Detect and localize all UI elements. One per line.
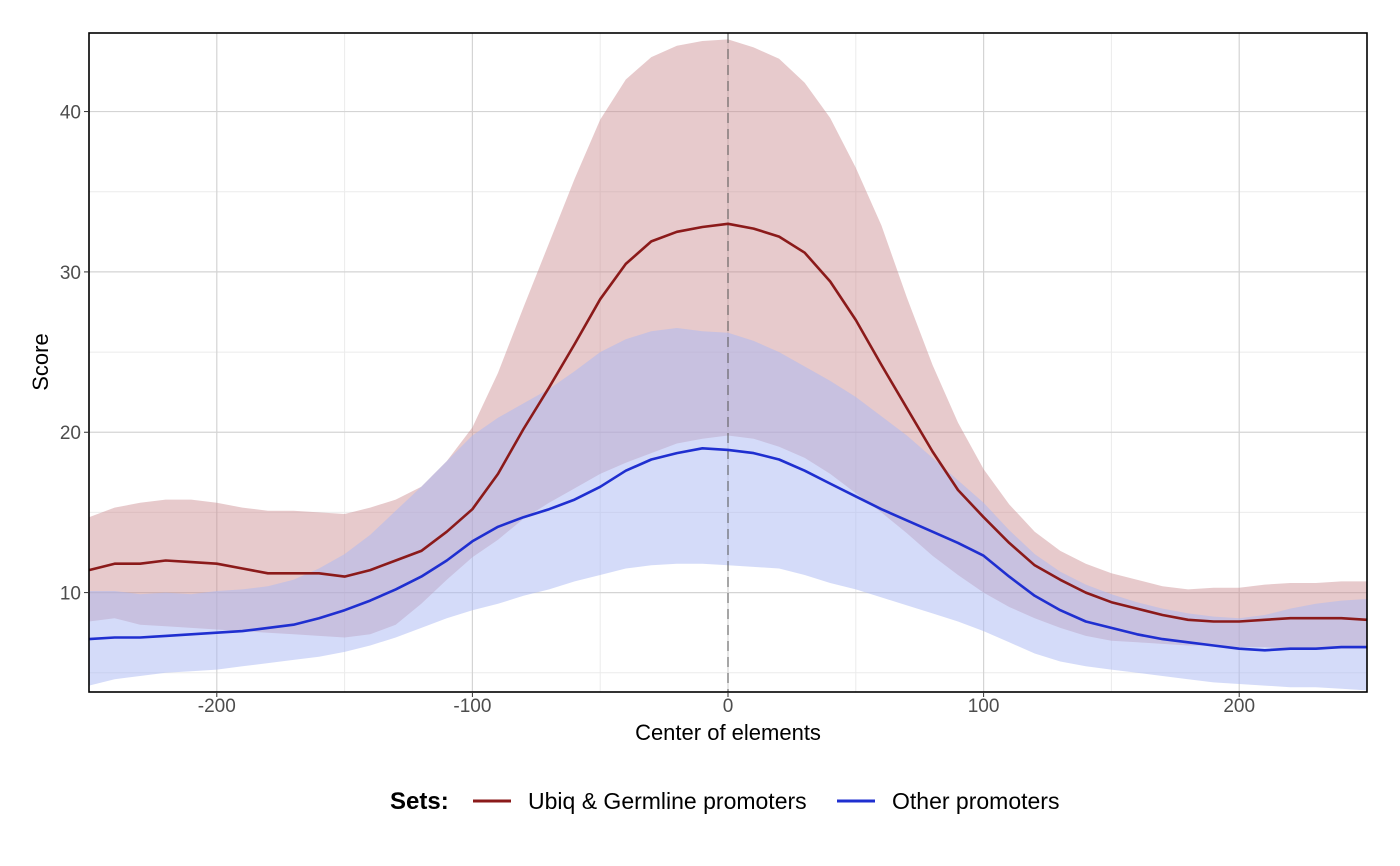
y-tick-label: 20 <box>60 423 81 444</box>
band-other <box>89 328 1367 691</box>
legend: Sets: Ubiq & Germline promoters Other pr… <box>390 788 1059 815</box>
y-tick-label: 40 <box>60 103 81 124</box>
x-tick-label: 200 <box>1223 696 1255 717</box>
y-tick-label: 30 <box>60 263 81 284</box>
x-axis-title: Center of elements <box>635 720 821 745</box>
series-lines <box>88 222 1368 652</box>
legend-label-other: Other promoters <box>892 788 1059 814</box>
y-tick-label: 10 <box>60 584 81 605</box>
x-tick-label: 100 <box>968 696 1000 717</box>
y-axis-ticks: 10 20 30 40 <box>60 103 89 605</box>
legend-label-ubiq-germline: Ubiq & Germline promoters <box>528 788 807 814</box>
x-tick-label: 0 <box>723 696 734 717</box>
line-ubiq-germline <box>88 222 1368 623</box>
legend-title: Sets: <box>390 788 449 815</box>
x-tick-label: -100 <box>453 696 491 717</box>
line-other <box>88 446 1367 652</box>
y-axis-title: Score <box>28 333 53 390</box>
x-tick-label: -200 <box>198 696 236 717</box>
x-axis-ticks: -200 -100 0 100 200 <box>198 692 1255 717</box>
